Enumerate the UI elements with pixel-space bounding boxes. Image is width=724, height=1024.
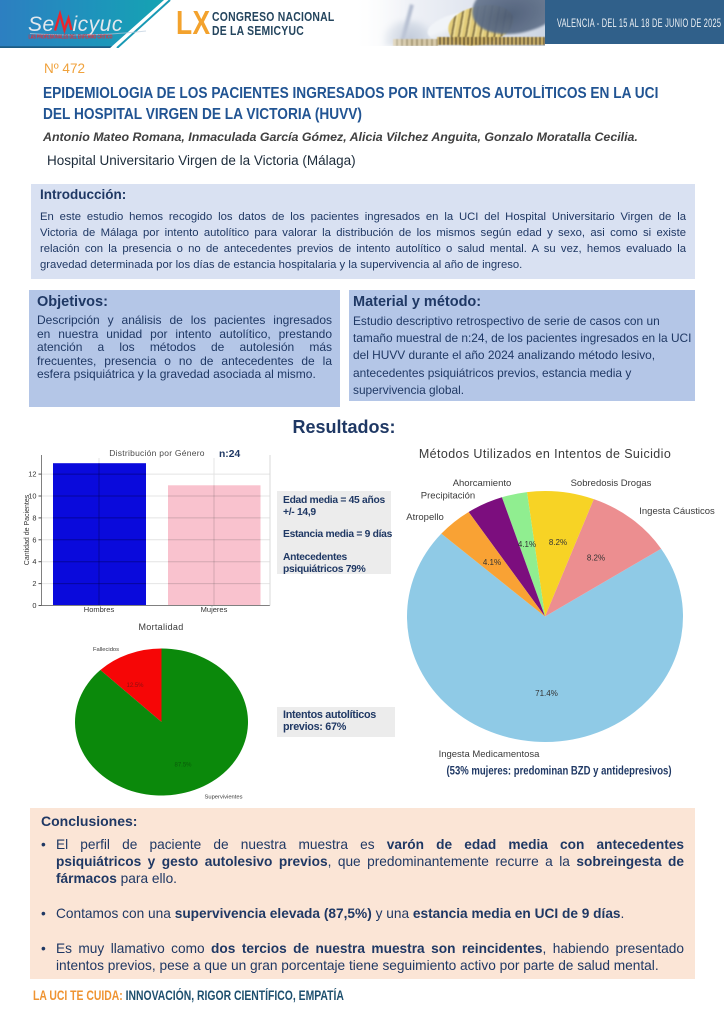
svg-text:4.1%: 4.1% (483, 558, 501, 567)
svg-text:Hombres: Hombres (84, 605, 115, 614)
svg-text:Métodos Utilizados en Intentos: Métodos Utilizados en Intentos de Suicid… (419, 447, 671, 461)
svg-text:8.2%: 8.2% (587, 554, 605, 563)
svg-text:Mujeres: Mujeres (201, 605, 228, 614)
svg-text:Sobredosis Drogas: Sobredosis Drogas (571, 478, 652, 489)
svg-text:87.5%: 87.5% (174, 763, 192, 769)
svg-text:8: 8 (32, 513, 36, 522)
svg-text:12: 12 (28, 470, 36, 479)
svg-text:Atropello: Atropello (406, 512, 444, 523)
svg-text:n:24: n:24 (219, 449, 240, 460)
svg-text:(53% mujeres: predominan BZD y: (53% mujeres: predominan BZD y antidepre… (447, 766, 672, 778)
svg-text:Ingesta Medicamentosa: Ingesta Medicamentosa (439, 749, 541, 760)
svg-text:4: 4 (32, 557, 36, 566)
svg-text:Supervivientes: Supervivientes (204, 795, 242, 801)
svg-text:Se: Se (28, 13, 55, 36)
svg-text:Ahorcamiento: Ahorcamiento (453, 478, 512, 489)
svg-text:0: 0 (32, 601, 36, 610)
svg-text:8.2%: 8.2% (549, 538, 567, 547)
svg-text:12.5%: 12.5% (126, 683, 144, 689)
svg-text:icyuc: icyuc (73, 13, 123, 36)
svg-text:Distribución por Género: Distribución por Género (109, 448, 205, 458)
svg-text:10: 10 (28, 492, 36, 501)
svg-text:Mortalidad: Mortalidad (138, 622, 183, 632)
svg-text:4.1%: 4.1% (518, 540, 536, 549)
svg-text:Fallecidos: Fallecidos (93, 647, 119, 653)
svg-text:Ingesta Cáusticos: Ingesta Cáusticos (639, 506, 715, 517)
svg-text:6: 6 (32, 535, 36, 544)
svg-text:LAS PROFESIONALES DEL ENFERMO: LAS PROFESIONALES DEL ENFERMO CRITICO (29, 35, 113, 41)
svg-text:Precipitación: Precipitación (421, 491, 475, 502)
svg-text:2: 2 (32, 579, 36, 588)
svg-text:71.4%: 71.4% (535, 689, 558, 698)
svg-text:Cantidad de Pacientes: Cantidad de Pacientes (24, 494, 31, 565)
